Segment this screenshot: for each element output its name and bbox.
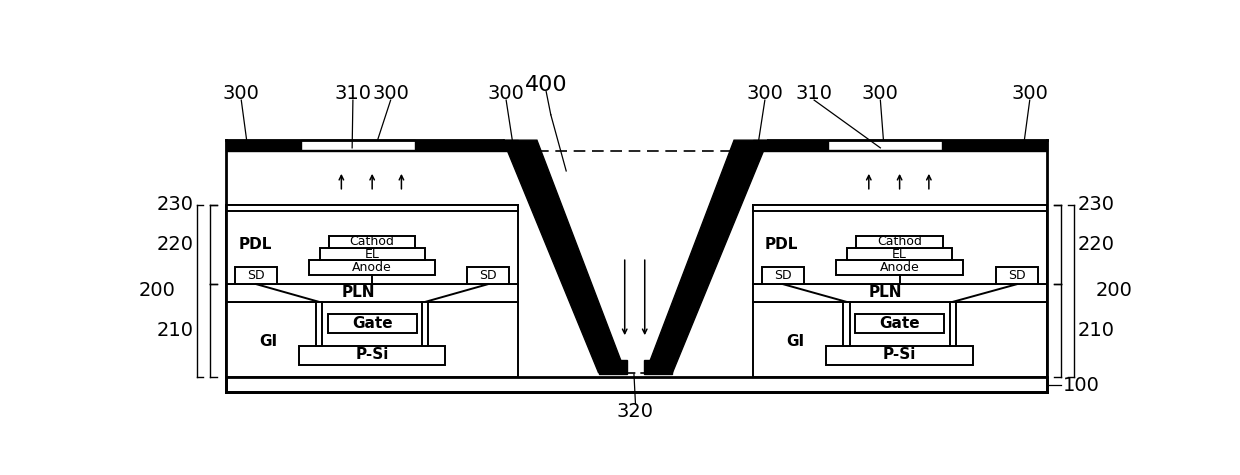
Bar bbox=[857, 236, 942, 248]
Text: SD: SD bbox=[1008, 269, 1025, 282]
Bar bbox=[847, 248, 952, 260]
Text: 200: 200 bbox=[1096, 281, 1133, 300]
Text: P-Si: P-Si bbox=[356, 348, 389, 362]
Bar bbox=[226, 205, 518, 211]
Text: 100: 100 bbox=[1063, 376, 1100, 395]
Bar bbox=[329, 236, 415, 248]
Text: 320: 320 bbox=[618, 402, 653, 421]
Text: 300: 300 bbox=[223, 85, 259, 104]
Bar bbox=[226, 284, 518, 302]
Bar bbox=[309, 260, 435, 275]
Text: GI: GI bbox=[259, 334, 278, 350]
Bar bbox=[828, 140, 942, 150]
Text: 400: 400 bbox=[525, 75, 568, 95]
Text: 300: 300 bbox=[487, 85, 525, 104]
Bar bbox=[753, 205, 1048, 284]
Text: 300: 300 bbox=[1012, 85, 1048, 104]
Bar bbox=[320, 248, 424, 260]
Text: PLN: PLN bbox=[869, 285, 903, 300]
Text: GI: GI bbox=[786, 334, 804, 350]
Text: PDL: PDL bbox=[765, 237, 799, 252]
Text: Anode: Anode bbox=[352, 261, 392, 274]
Bar bbox=[236, 267, 278, 284]
Bar bbox=[753, 302, 1048, 377]
Bar bbox=[753, 284, 1048, 302]
Bar bbox=[226, 302, 518, 377]
Text: P-Si: P-Si bbox=[883, 348, 916, 362]
Text: SD: SD bbox=[774, 269, 791, 282]
Text: 230: 230 bbox=[156, 195, 193, 214]
Bar bbox=[226, 205, 518, 284]
Text: 300: 300 bbox=[862, 85, 899, 104]
Text: EL: EL bbox=[365, 247, 379, 261]
Text: 230: 230 bbox=[1078, 195, 1115, 214]
Bar bbox=[299, 346, 445, 365]
Bar bbox=[761, 267, 804, 284]
Text: 210: 210 bbox=[156, 321, 193, 340]
Bar bbox=[753, 140, 1048, 151]
Text: EL: EL bbox=[892, 247, 906, 261]
Bar bbox=[300, 140, 414, 150]
Text: 300: 300 bbox=[372, 85, 409, 104]
Text: 220: 220 bbox=[156, 235, 193, 254]
Text: 300: 300 bbox=[746, 85, 784, 104]
Bar bbox=[854, 314, 945, 332]
Bar bbox=[753, 205, 1048, 211]
Bar bbox=[226, 140, 518, 151]
Bar bbox=[226, 377, 1048, 392]
Text: SD: SD bbox=[247, 269, 264, 282]
Text: 220: 220 bbox=[1078, 235, 1115, 254]
Bar bbox=[950, 302, 956, 346]
Text: PLN: PLN bbox=[341, 285, 374, 300]
Text: Gate: Gate bbox=[352, 316, 393, 331]
Text: Gate: Gate bbox=[879, 316, 920, 331]
Bar bbox=[422, 302, 428, 346]
Text: 310: 310 bbox=[335, 85, 372, 104]
Text: Cathod: Cathod bbox=[877, 235, 923, 248]
Text: 310: 310 bbox=[796, 85, 832, 104]
Polygon shape bbox=[646, 140, 768, 373]
Polygon shape bbox=[503, 140, 625, 373]
Text: 210: 210 bbox=[1078, 321, 1115, 340]
Bar bbox=[826, 346, 972, 365]
Text: PDL: PDL bbox=[238, 237, 272, 252]
Text: SD: SD bbox=[479, 269, 496, 282]
Bar bbox=[996, 267, 1038, 284]
Text: Anode: Anode bbox=[879, 261, 920, 274]
Bar bbox=[316, 302, 322, 346]
Bar bbox=[327, 314, 417, 332]
Bar bbox=[843, 302, 849, 346]
Bar bbox=[599, 361, 627, 374]
Text: Cathod: Cathod bbox=[350, 235, 394, 248]
Bar bbox=[837, 260, 962, 275]
Bar bbox=[467, 267, 510, 284]
Text: 200: 200 bbox=[138, 281, 175, 300]
Bar bbox=[644, 361, 672, 374]
